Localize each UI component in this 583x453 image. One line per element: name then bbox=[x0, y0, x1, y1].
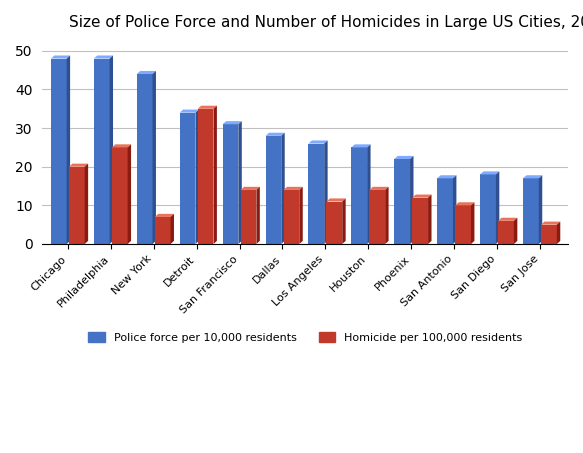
Legend: Police force per 10,000 residents, Homicide per 100,000 residents: Police force per 10,000 residents, Homic… bbox=[83, 328, 527, 347]
Polygon shape bbox=[541, 225, 557, 244]
Polygon shape bbox=[257, 187, 260, 244]
Polygon shape bbox=[352, 145, 371, 147]
Polygon shape bbox=[180, 110, 199, 113]
Polygon shape bbox=[265, 136, 281, 244]
Polygon shape bbox=[352, 147, 367, 244]
Polygon shape bbox=[112, 145, 131, 147]
Polygon shape bbox=[69, 164, 88, 167]
Polygon shape bbox=[195, 110, 199, 244]
Polygon shape bbox=[326, 198, 346, 202]
Polygon shape bbox=[480, 174, 496, 244]
Polygon shape bbox=[498, 218, 517, 221]
Polygon shape bbox=[523, 175, 542, 178]
Polygon shape bbox=[241, 187, 260, 190]
Polygon shape bbox=[283, 190, 299, 244]
Text: Size of Police Force and Number of Homicides in Large US Cities, 2008: Size of Police Force and Number of Homic… bbox=[69, 15, 583, 30]
Polygon shape bbox=[137, 71, 156, 74]
Polygon shape bbox=[171, 214, 174, 244]
Polygon shape bbox=[153, 71, 156, 244]
Polygon shape bbox=[281, 133, 285, 244]
Polygon shape bbox=[241, 190, 257, 244]
Polygon shape bbox=[370, 187, 389, 190]
Polygon shape bbox=[51, 56, 70, 58]
Polygon shape bbox=[453, 175, 456, 244]
Polygon shape bbox=[94, 58, 110, 244]
Polygon shape bbox=[541, 222, 560, 225]
Polygon shape bbox=[137, 74, 153, 244]
Polygon shape bbox=[342, 198, 346, 244]
Polygon shape bbox=[213, 106, 217, 244]
Polygon shape bbox=[155, 214, 174, 217]
Polygon shape bbox=[85, 164, 88, 244]
Polygon shape bbox=[480, 171, 499, 174]
Polygon shape bbox=[324, 140, 328, 244]
Polygon shape bbox=[412, 198, 428, 244]
Polygon shape bbox=[223, 124, 238, 244]
Polygon shape bbox=[539, 175, 542, 244]
Polygon shape bbox=[198, 106, 217, 109]
Polygon shape bbox=[265, 133, 285, 136]
Polygon shape bbox=[94, 56, 113, 58]
Polygon shape bbox=[437, 175, 456, 178]
Polygon shape bbox=[455, 202, 475, 205]
Polygon shape bbox=[394, 156, 413, 159]
Polygon shape bbox=[385, 187, 389, 244]
Polygon shape bbox=[110, 56, 113, 244]
Polygon shape bbox=[557, 222, 560, 244]
Polygon shape bbox=[496, 171, 499, 244]
Polygon shape bbox=[394, 159, 410, 244]
Polygon shape bbox=[283, 187, 303, 190]
Polygon shape bbox=[51, 58, 66, 244]
Polygon shape bbox=[198, 109, 213, 244]
Polygon shape bbox=[112, 147, 128, 244]
Polygon shape bbox=[412, 194, 431, 198]
Polygon shape bbox=[523, 178, 539, 244]
Polygon shape bbox=[299, 187, 303, 244]
Polygon shape bbox=[410, 156, 413, 244]
Polygon shape bbox=[180, 113, 195, 244]
Polygon shape bbox=[370, 190, 385, 244]
Polygon shape bbox=[238, 121, 242, 244]
Polygon shape bbox=[326, 202, 342, 244]
Polygon shape bbox=[128, 145, 131, 244]
Polygon shape bbox=[69, 167, 85, 244]
Polygon shape bbox=[471, 202, 475, 244]
Polygon shape bbox=[428, 194, 431, 244]
Polygon shape bbox=[367, 145, 371, 244]
Polygon shape bbox=[308, 140, 328, 144]
Polygon shape bbox=[155, 217, 171, 244]
Polygon shape bbox=[514, 218, 517, 244]
Polygon shape bbox=[66, 56, 70, 244]
Polygon shape bbox=[455, 205, 471, 244]
Polygon shape bbox=[308, 144, 324, 244]
Polygon shape bbox=[437, 178, 453, 244]
Polygon shape bbox=[223, 121, 242, 124]
Polygon shape bbox=[498, 221, 514, 244]
